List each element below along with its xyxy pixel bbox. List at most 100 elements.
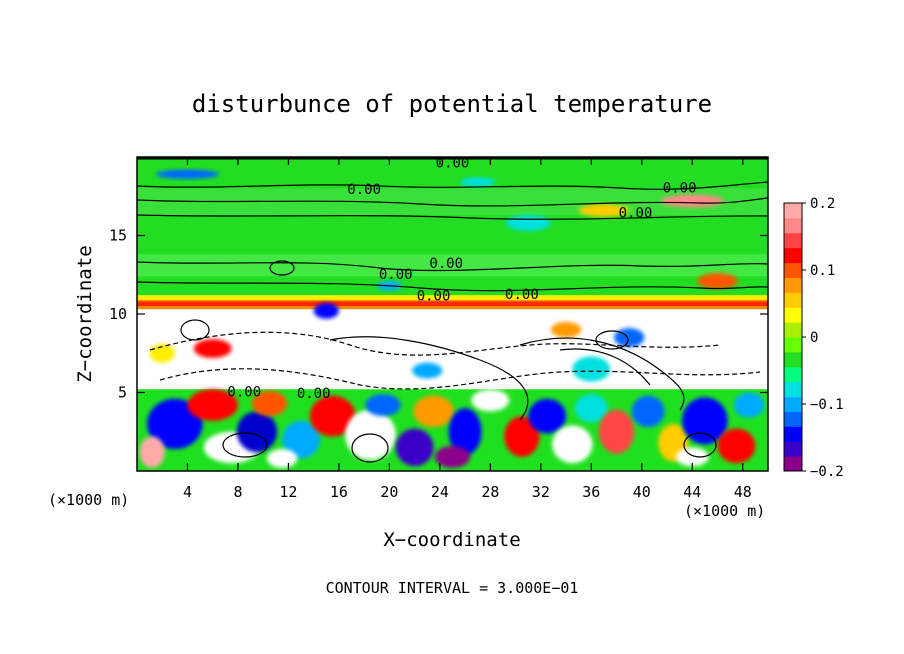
field-blob: [139, 436, 165, 468]
field-blob: [251, 390, 288, 417]
colorbar-swatch: [784, 441, 802, 457]
contour-label: 0.00: [379, 267, 413, 283]
contour-line: [137, 281, 768, 292]
x-axis-label: X−coordinate: [383, 529, 520, 551]
field-blob: [598, 409, 635, 454]
field-blob: [193, 339, 232, 358]
contour-line: [269, 260, 295, 276]
field-blob: [266, 449, 298, 468]
field-blob: [574, 394, 608, 423]
field-band-red: [137, 301, 768, 307]
field-blob: [313, 303, 339, 319]
field-band-yellow: [137, 295, 768, 300]
field-blob: [717, 428, 756, 464]
field-blob: [147, 398, 203, 450]
contour-label: 0.00: [417, 289, 451, 305]
contour-line: [329, 336, 529, 421]
x-unit-right: (×1000 m): [684, 502, 765, 520]
x-tick-label: 16: [330, 483, 348, 501]
field-band-mid: [137, 254, 768, 277]
x-tick-label: 8: [233, 483, 242, 501]
contour-line: [137, 181, 768, 190]
contour-line: [222, 432, 268, 458]
contour-line: [180, 319, 210, 341]
field-blob: [434, 445, 471, 468]
contour-line: [137, 197, 768, 207]
field-blob: [345, 409, 396, 461]
x-tick-label: 4: [183, 483, 192, 501]
x-tick-label: 48: [734, 483, 752, 501]
contour-line-dashed: [159, 368, 761, 390]
field-blob: [578, 204, 630, 217]
contour-line: [519, 337, 685, 411]
field-blob: [550, 321, 582, 338]
colorbar-tick-label: 0.1: [810, 263, 835, 279]
field-blob: [660, 194, 724, 208]
field-blob: [697, 273, 738, 289]
colorbar-swatch: [784, 351, 802, 368]
colorbar-swatch: [784, 381, 802, 398]
field-blob: [675, 447, 709, 467]
field-blob: [631, 395, 665, 428]
colorbar: 0.2 0.1 0 −0.1 −0.2: [783, 196, 844, 480]
colorbar-swatch: [784, 232, 802, 249]
x-tick-label: 20: [380, 483, 398, 501]
field-blob: [155, 169, 220, 179]
colorbar-swatch: [784, 217, 802, 234]
x-axis: 4 8 12 16 20 24 28 32 36 40 44 48: [183, 157, 752, 501]
x-tick-label: 28: [481, 483, 499, 501]
field-blob: [572, 356, 611, 382]
colorbar-swatch: [784, 262, 802, 278]
x-tick-label: 32: [532, 483, 550, 501]
colorbar-swatch: [784, 322, 802, 338]
colorbar-swatch: [784, 247, 802, 264]
field-blob: [413, 395, 454, 428]
colorbar-tick-label: −0.2: [810, 464, 844, 480]
contour-label: 0.00: [347, 182, 381, 198]
colorbar-tick-label: 0.2: [810, 196, 835, 212]
colorbar-tick-label: −0.1: [810, 397, 844, 413]
colorbar-swatch: [784, 456, 802, 472]
contour-label: 0.00: [297, 386, 331, 402]
field-blob: [282, 420, 320, 459]
y-axis: 5 10 15: [109, 227, 768, 402]
y-tick-label: 15: [109, 227, 127, 245]
colorbar-swatch: [784, 277, 802, 293]
heatmap-field: [137, 157, 768, 471]
colorbar-swatch: [784, 337, 802, 353]
y-tick-label: 10: [109, 305, 127, 323]
colorbar-swatch: [784, 366, 802, 383]
contour-lines: [137, 181, 768, 463]
contour-label: 0.00: [227, 385, 261, 401]
contour-line-dashed: [149, 331, 721, 356]
contour-line: [137, 214, 768, 220]
contour-label: 0.00: [663, 180, 697, 196]
contour-line: [683, 432, 717, 458]
colorbar-swatch: [784, 426, 802, 442]
colorbar-swatch: [784, 396, 802, 412]
x-tick-label: 40: [633, 483, 651, 501]
contour-line: [137, 261, 768, 272]
contour-line: [559, 348, 651, 386]
contour-interval-note: CONTOUR INTERVAL = 3.000E−01: [326, 579, 579, 597]
field-blob: [552, 425, 593, 464]
colorbar-swatch: [784, 203, 802, 219]
field-blob: [187, 389, 238, 421]
field-blob: [412, 362, 443, 379]
y-axis-label: Z−coordinate: [74, 245, 96, 382]
colorbar-swatch: [784, 292, 802, 308]
field-blob: [460, 177, 496, 187]
colorbar-swatch: [784, 307, 802, 323]
field-blob: [309, 395, 356, 437]
field-blob: [528, 398, 567, 434]
contour-line: [351, 433, 389, 463]
colorbar-swatch: [784, 411, 802, 427]
x-tick-label: 24: [431, 483, 449, 501]
field-blob: [149, 343, 175, 363]
field-blob: [733, 392, 765, 418]
y-tick-label: 5: [118, 384, 127, 402]
field-blob: [505, 215, 551, 231]
field-blob: [395, 428, 434, 467]
colorbar-tick-label: 0: [810, 330, 818, 346]
